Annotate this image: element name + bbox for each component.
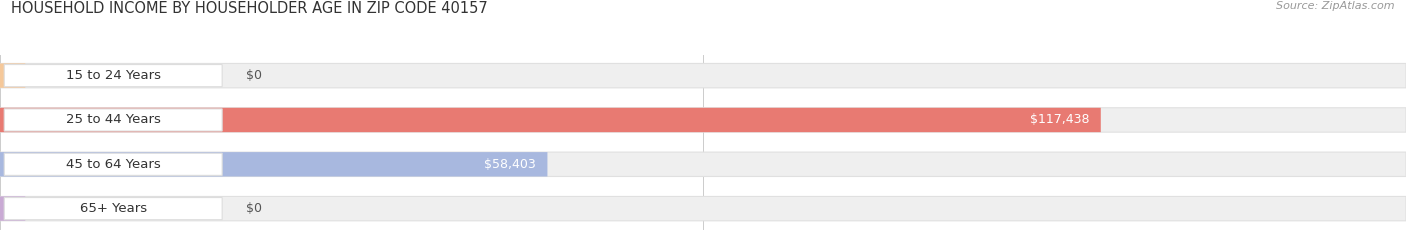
Text: $58,403: $58,403 [485, 158, 536, 171]
FancyBboxPatch shape [4, 198, 222, 220]
Text: $117,438: $117,438 [1031, 113, 1090, 127]
Text: HOUSEHOLD INCOME BY HOUSEHOLDER AGE IN ZIP CODE 40157: HOUSEHOLD INCOME BY HOUSEHOLDER AGE IN Z… [11, 1, 488, 16]
FancyBboxPatch shape [4, 65, 222, 87]
Text: 45 to 64 Years: 45 to 64 Years [66, 158, 160, 171]
Text: 25 to 44 Years: 25 to 44 Years [66, 113, 160, 127]
Text: $0: $0 [246, 202, 262, 215]
FancyBboxPatch shape [4, 109, 222, 131]
FancyBboxPatch shape [0, 152, 1406, 176]
FancyBboxPatch shape [4, 153, 222, 175]
FancyBboxPatch shape [0, 196, 25, 221]
FancyBboxPatch shape [0, 63, 25, 88]
FancyBboxPatch shape [0, 108, 1406, 132]
FancyBboxPatch shape [0, 63, 1406, 88]
FancyBboxPatch shape [0, 152, 547, 176]
Text: 15 to 24 Years: 15 to 24 Years [66, 69, 160, 82]
Text: $0: $0 [246, 69, 262, 82]
FancyBboxPatch shape [0, 108, 1101, 132]
Text: 65+ Years: 65+ Years [80, 202, 146, 215]
Text: Source: ZipAtlas.com: Source: ZipAtlas.com [1277, 1, 1395, 11]
FancyBboxPatch shape [0, 196, 1406, 221]
